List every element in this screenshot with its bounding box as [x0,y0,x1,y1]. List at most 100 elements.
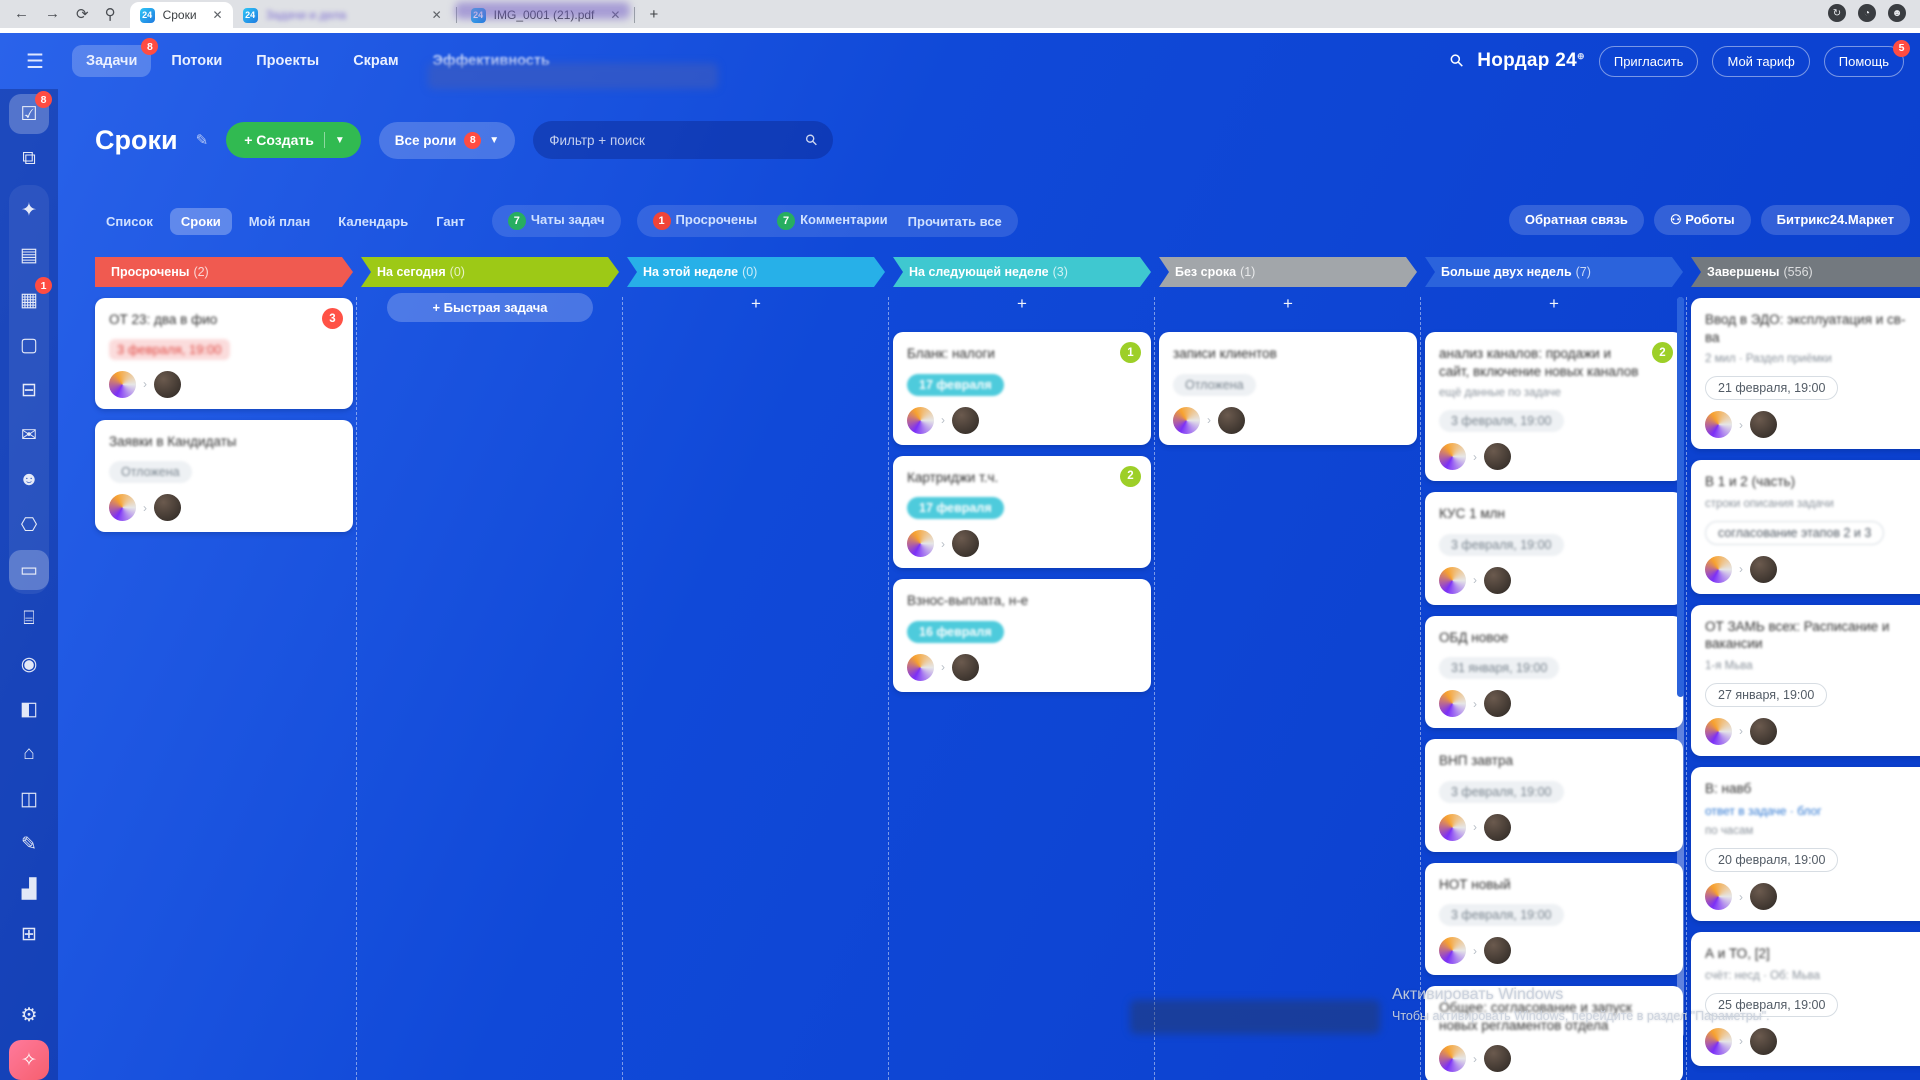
robots-icon[interactable]: ◉ [20,653,38,675]
creator-avatar[interactable] [1439,813,1466,841]
assignee-avatar[interactable] [952,653,979,681]
assignee-avatar[interactable] [1484,443,1511,471]
due-date-pill[interactable]: 17 февраля [907,373,1004,396]
market-button[interactable]: Битрикс24.Маркет [1760,205,1910,235]
creator-avatar[interactable] [907,653,934,681]
crm-icon[interactable]: ⎔ [20,514,38,536]
column-header[interactable]: Завершены (556) [1691,257,1920,287]
kanban-card[interactable]: 2 Картриджи т.ч. 17 февраля › [893,455,1151,569]
tab-close-icon[interactable]: ✕ [610,8,621,22]
due-date-pill[interactable]: 25 февраля, 19:00 [1705,992,1839,1017]
view-tab-мой план[interactable]: Мой план [248,213,311,229]
view-tab-список[interactable]: Список [106,213,153,229]
due-date-pill[interactable]: 17 февраля [907,497,1004,520]
calendar-icon[interactable]: ▦ 1 [9,277,52,320]
groups-icon[interactable]: ☻ [19,469,39,490]
nav-item-скрам[interactable]: Скрам [353,53,399,69]
filter-search-input[interactable]: Фильтр + поиск ⚲ [533,121,834,159]
creator-avatar[interactable] [109,494,136,522]
create-button[interactable]: + Создать ▼ [226,122,361,158]
view-tab-календарь[interactable]: Календарь [338,213,409,229]
card-link[interactable]: ответ в задаче · блог [1705,804,1822,819]
creator-avatar[interactable] [1705,717,1732,745]
kanban-card[interactable]: А и ТО, [2] счёт: несд · Об: Мьва 25 февра… [1691,932,1920,1066]
creator-avatar[interactable] [1439,1045,1466,1073]
nav-item-задачи[interactable]: Задачи 8 [72,38,159,77]
assignee-avatar[interactable] [1750,717,1777,745]
messenger-icon[interactable]: ◧ [20,698,38,720]
scrollbar-thumb[interactable] [1677,297,1684,697]
column-header[interactable]: На сегодня (0) [361,257,619,287]
column-scrollbar[interactable] [1677,297,1684,1037]
drive-icon[interactable]: ⊟ [21,379,37,401]
assignee-avatar[interactable] [1484,813,1511,841]
browser-tab[interactable]: 24 IMG_0001 (21).pdf ✕ [461,2,631,28]
nav-item-проекты[interactable]: Проекты [256,53,320,69]
due-date-pill[interactable]: 20 февраля, 19:00 [1705,848,1839,873]
tab-close-icon[interactable]: ✕ [431,8,442,22]
creator-avatar[interactable] [1705,883,1732,911]
add-task-button[interactable]: + [1549,294,1559,313]
assignee-avatar[interactable] [1484,937,1511,965]
invite-button[interactable]: Пригласить [1598,45,1699,77]
kanban-card[interactable]: КУС 1 млн 3 февраля, 19:00 › [1425,492,1683,605]
assignee-avatar[interactable] [1484,690,1511,718]
ai-assistant-icon[interactable]: ✦ [21,199,37,221]
browser-profile-icon[interactable]: ☻ [1888,4,1906,22]
kanban-card[interactable]: В: навб ответ в задаче · блог по часам 20 ф… [1691,766,1920,922]
due-date-pill[interactable]: Отложена [109,461,192,484]
kanban-card[interactable]: 1 Бланк: налоги 17 февраля › [893,332,1151,445]
search-icon[interactable]: ⚲ [1445,49,1468,72]
help-button[interactable]: Помощь 5 [1823,39,1910,77]
new-tab-button[interactable]: + [649,6,659,23]
analytics-icon[interactable]: ▟ [21,878,37,900]
add-task-button[interactable]: + [1017,294,1027,313]
column-header[interactable]: На следующей неделе (3) [893,257,1151,287]
back-arrow-icon[interactable]: ← [14,5,29,22]
news-feed-icon[interactable]: ▤ [20,244,38,266]
collab-icon[interactable]: ⧉ [22,148,36,169]
hamburger-menu-icon[interactable]: ☰ [26,50,44,73]
assignee-avatar[interactable] [154,370,181,398]
creator-avatar[interactable] [1705,1027,1732,1055]
add-task-button[interactable]: + [751,294,761,313]
creator-avatar[interactable] [1705,411,1732,439]
esign-icon[interactable]: ✎ [21,833,37,855]
creator-avatar[interactable] [1439,443,1466,471]
read-all-button[interactable]: Прочитать все [907,213,1002,229]
due-date-pill[interactable]: Отложена [1173,373,1256,396]
column-header[interactable]: На этой неделе (0) [627,257,885,287]
link-icon[interactable]: ⚲ [104,6,116,23]
assignee-avatar[interactable] [952,406,979,434]
edit-title-icon[interactable]: ✎ [195,132,209,149]
creator-avatar[interactable] [1439,566,1466,594]
kanban-card[interactable]: ОБД новое 31 января, 19:00 › [1425,615,1683,729]
due-date-pill[interactable]: 3 февраля, 19:00 [1439,410,1564,433]
due-date-pill[interactable]: 21 февраля, 19:00 [1705,376,1839,401]
creator-avatar[interactable] [1439,937,1466,965]
refresh-icon[interactable]: ⟳ [76,6,89,23]
forward-arrow-icon[interactable]: → [45,5,60,22]
view-tab-overdue[interactable]: 1 Просрочены [645,209,766,233]
documents-icon[interactable]: ▢ [20,334,38,356]
due-date-pill[interactable]: 3 февраля, 19:00 [1439,780,1564,803]
kanban-card[interactable]: 3 ОТ 23: два в фио 3 февраля, 19:00 › [95,298,353,409]
creator-avatar[interactable] [109,370,136,398]
column-header[interactable]: Без срока (1) [1159,257,1417,287]
kanban-card[interactable]: В 1 и 2 (часть) строки описания задачи сог… [1691,460,1920,594]
column-header[interactable]: Просрочены (2) [95,257,353,287]
assignee-avatar[interactable] [1218,406,1245,434]
creator-avatar[interactable] [907,406,934,434]
browser-tab[interactable]: 24 Задачи и дела ✕ [233,2,452,28]
assignee-avatar[interactable] [1750,1027,1777,1055]
assignee-avatar[interactable] [1484,566,1511,594]
view-tab-comments[interactable]: 7 Комментарии [769,209,896,233]
feedback-button[interactable]: Обратная связь [1508,205,1644,235]
kanban-card[interactable]: Заявки в Кандидаты Отложена › [95,419,353,533]
due-date-pill[interactable]: 16 февраля [907,620,1004,643]
kanban-card[interactable]: ОТ ЗАМЬ всех: Расписание и вакансии 1-я М… [1691,604,1920,756]
due-date-pill[interactable]: 3 февраля, 19:00 [1439,533,1564,556]
assignee-avatar[interactable] [154,494,181,522]
kanban-card[interactable]: записи клиентов Отложена › [1159,332,1417,445]
kanban-card[interactable]: Ввод в ЭДО: эксплуатация и св-ва 2 мил · … [1691,298,1920,450]
